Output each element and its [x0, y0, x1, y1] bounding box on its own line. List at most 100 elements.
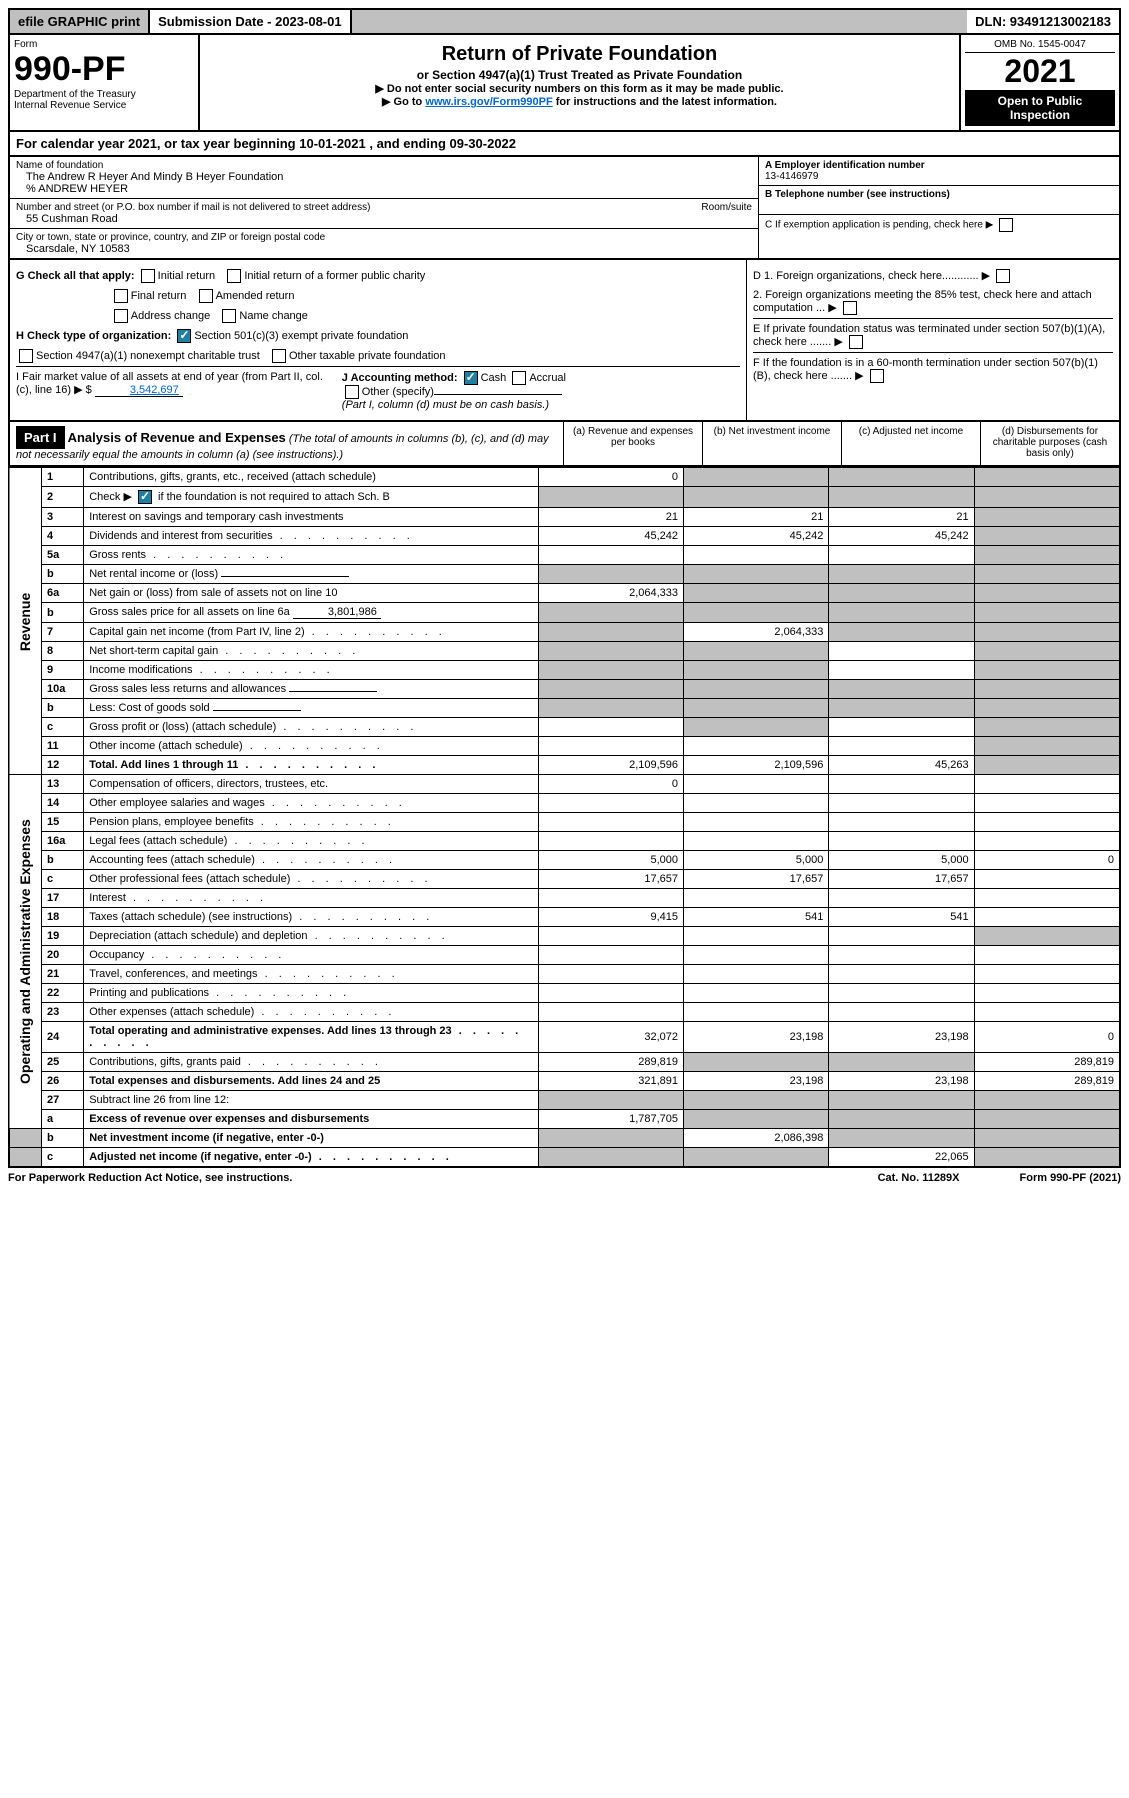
- checkbox-sch-b[interactable]: [138, 490, 152, 504]
- table-row: c Adjusted net income (if negative, ente…: [9, 1148, 1120, 1168]
- phone-block: B Telephone number (see instructions): [759, 186, 1119, 215]
- form-word: Form: [14, 39, 194, 50]
- fmv-value[interactable]: 3,542,697: [95, 384, 183, 397]
- ein-value: 13-4146979: [765, 171, 1113, 182]
- care-of: % ANDREW HEYER: [16, 183, 752, 195]
- g-row: G Check all that apply: Initial return I…: [16, 266, 740, 286]
- table-row: 24 Total operating and administrative ex…: [9, 1022, 1120, 1053]
- col-a-head: (a) Revenue and expenses per books: [563, 422, 702, 465]
- submission-date: Submission Date - 2023-08-01: [150, 10, 352, 33]
- checkbox-501c3[interactable]: [177, 329, 191, 343]
- table-row: b Gross sales price for all assets on li…: [9, 603, 1120, 623]
- table-row: 22 Printing and publications: [9, 984, 1120, 1003]
- page-footer: For Paperwork Reduction Act Notice, see …: [8, 1168, 1121, 1188]
- table-row: 25 Contributions, gifts, grants paid 289…: [9, 1053, 1120, 1072]
- form-header: Form 990-PF Department of the Treasury I…: [8, 35, 1121, 132]
- efile-label[interactable]: efile GRAPHIC print: [10, 10, 150, 33]
- checkbox-accrual[interactable]: [512, 371, 526, 385]
- header-right: OMB No. 1545-0047 2021 Open to Public In…: [959, 35, 1119, 130]
- checkbox-initial-return[interactable]: [141, 269, 155, 283]
- table-row: c Other professional fees (attach schedu…: [9, 870, 1120, 889]
- info-right: A Employer identification number 13-4146…: [759, 157, 1119, 258]
- street-address: 55 Cushman Road: [16, 213, 752, 225]
- footer-mid: Cat. No. 11289X: [878, 1172, 960, 1184]
- table-row: 7 Capital gain net income (from Part IV,…: [9, 623, 1120, 642]
- checks-left: G Check all that apply: Initial return I…: [10, 260, 747, 420]
- table-row: 9 Income modifications: [9, 661, 1120, 680]
- line6b-val: 3,801,986: [293, 606, 381, 619]
- checkbox-initial-former[interactable]: [227, 269, 241, 283]
- table-row: b Net investment income (if negative, en…: [9, 1129, 1120, 1148]
- info-left: Name of foundation The Andrew R Heyer An…: [10, 157, 759, 258]
- checkbox-other-taxable[interactable]: [272, 349, 286, 363]
- footer-left: For Paperwork Reduction Act Notice, see …: [8, 1172, 292, 1184]
- part1-header-row: Part I Analysis of Revenue and Expenses …: [8, 422, 1121, 467]
- city-block: City or town, state or province, country…: [10, 229, 758, 258]
- checkbox-cash[interactable]: [464, 371, 478, 385]
- table-row: 20 Occupancy: [9, 946, 1120, 965]
- table-row: b Accounting fees (attach schedule) 5,00…: [9, 851, 1120, 870]
- table-row: 19 Depreciation (attach schedule) and de…: [9, 927, 1120, 946]
- open-inspection: Open to Public Inspection: [965, 90, 1115, 126]
- table-row: 26 Total expenses and disbursements. Add…: [9, 1072, 1120, 1091]
- info-grid: Name of foundation The Andrew R Heyer An…: [8, 157, 1121, 260]
- table-row: Operating and Administrative Expenses 13…: [9, 775, 1120, 794]
- table-row: 11 Other income (attach schedule): [9, 737, 1120, 756]
- ein-block: A Employer identification number 13-4146…: [759, 157, 1119, 186]
- irs-link[interactable]: www.irs.gov/Form990PF: [425, 96, 552, 108]
- omb-number: OMB No. 1545-0047: [965, 39, 1115, 53]
- table-row: b Net rental income or (loss): [9, 565, 1120, 584]
- col-c-head: (c) Adjusted net income: [841, 422, 980, 465]
- foundation-name: The Andrew R Heyer And Mindy B Heyer Fou…: [16, 171, 752, 183]
- footer-right: Form 990-PF (2021): [1020, 1172, 1121, 1184]
- form-title: Return of Private Foundation: [206, 43, 953, 66]
- checks-right: D 1. Foreign organizations, check here..…: [747, 260, 1119, 420]
- top-bar: efile GRAPHIC print Submission Date - 20…: [8, 8, 1121, 35]
- table-row: 18 Taxes (attach schedule) (see instruct…: [9, 908, 1120, 927]
- table-row: 6a Net gain or (loss) from sale of asset…: [9, 584, 1120, 603]
- checkbox-final-return[interactable]: [114, 289, 128, 303]
- col-d-head: (d) Disbursements for charitable purpose…: [980, 422, 1119, 465]
- checkbox-4947[interactable]: [19, 349, 33, 363]
- form-subtitle: or Section 4947(a)(1) Trust Treated as P…: [206, 68, 953, 82]
- table-row: 3 Interest on savings and temporary cash…: [9, 508, 1120, 527]
- note-goto: ▶ Go to www.irs.gov/Form990PF for instru…: [206, 95, 953, 108]
- table-row: 5a Gross rents: [9, 546, 1120, 565]
- checkbox-d1[interactable]: [996, 269, 1010, 283]
- i-j-row: I Fair market value of all assets at end…: [16, 366, 740, 414]
- table-row: 12 Total. Add lines 1 through 11 2,109,5…: [9, 756, 1120, 775]
- year-end: 09-30-2022: [450, 136, 517, 151]
- checkbox-e[interactable]: [849, 335, 863, 349]
- checkbox-name-change[interactable]: [222, 309, 236, 323]
- table-row: 27 Subtract line 26 from line 12:: [9, 1091, 1120, 1110]
- table-row: 17 Interest: [9, 889, 1120, 908]
- header-center: Return of Private Foundation or Section …: [200, 35, 959, 130]
- checkbox-f[interactable]: [870, 369, 884, 383]
- part1-table: Revenue 1 Contributions, gifts, grants, …: [8, 467, 1121, 1168]
- checkbox-address-change[interactable]: [114, 309, 128, 323]
- expenses-side-label: Operating and Administrative Expenses: [9, 775, 41, 1129]
- name-block: Name of foundation The Andrew R Heyer An…: [10, 157, 758, 199]
- table-row: 16a Legal fees (attach schedule): [9, 832, 1120, 851]
- table-row: 15 Pension plans, employee benefits: [9, 813, 1120, 832]
- revenue-side-label: Revenue: [9, 468, 41, 775]
- note-ssn: ▶ Do not enter social security numbers o…: [206, 82, 953, 95]
- part1-label: Part I: [16, 426, 65, 449]
- dept-irs: Internal Revenue Service: [14, 100, 194, 111]
- col-b-head: (b) Net investment income: [702, 422, 841, 465]
- h-row: H Check type of organization: Section 50…: [16, 326, 740, 346]
- table-row: 14 Other employee salaries and wages: [9, 794, 1120, 813]
- addr-block: Number and street (or P.O. box number if…: [10, 199, 758, 229]
- year-begin: 10-01-2021: [299, 136, 366, 151]
- dept-treasury: Department of the Treasury: [14, 89, 194, 100]
- checkbox-d2[interactable]: [843, 301, 857, 315]
- header-left: Form 990-PF Department of the Treasury I…: [10, 35, 200, 130]
- checkbox-amended[interactable]: [199, 289, 213, 303]
- table-row: c Gross profit or (loss) (attach schedul…: [9, 718, 1120, 737]
- table-row: 23 Other expenses (attach schedule): [9, 1003, 1120, 1022]
- city-state-zip: Scarsdale, NY 10583: [16, 243, 752, 255]
- checkbox-other-method[interactable]: [345, 385, 359, 399]
- checkbox-c[interactable]: [999, 218, 1013, 232]
- dln-label: DLN: 93491213002183: [967, 10, 1119, 33]
- part1-title: Analysis of Revenue and Expenses: [68, 430, 286, 445]
